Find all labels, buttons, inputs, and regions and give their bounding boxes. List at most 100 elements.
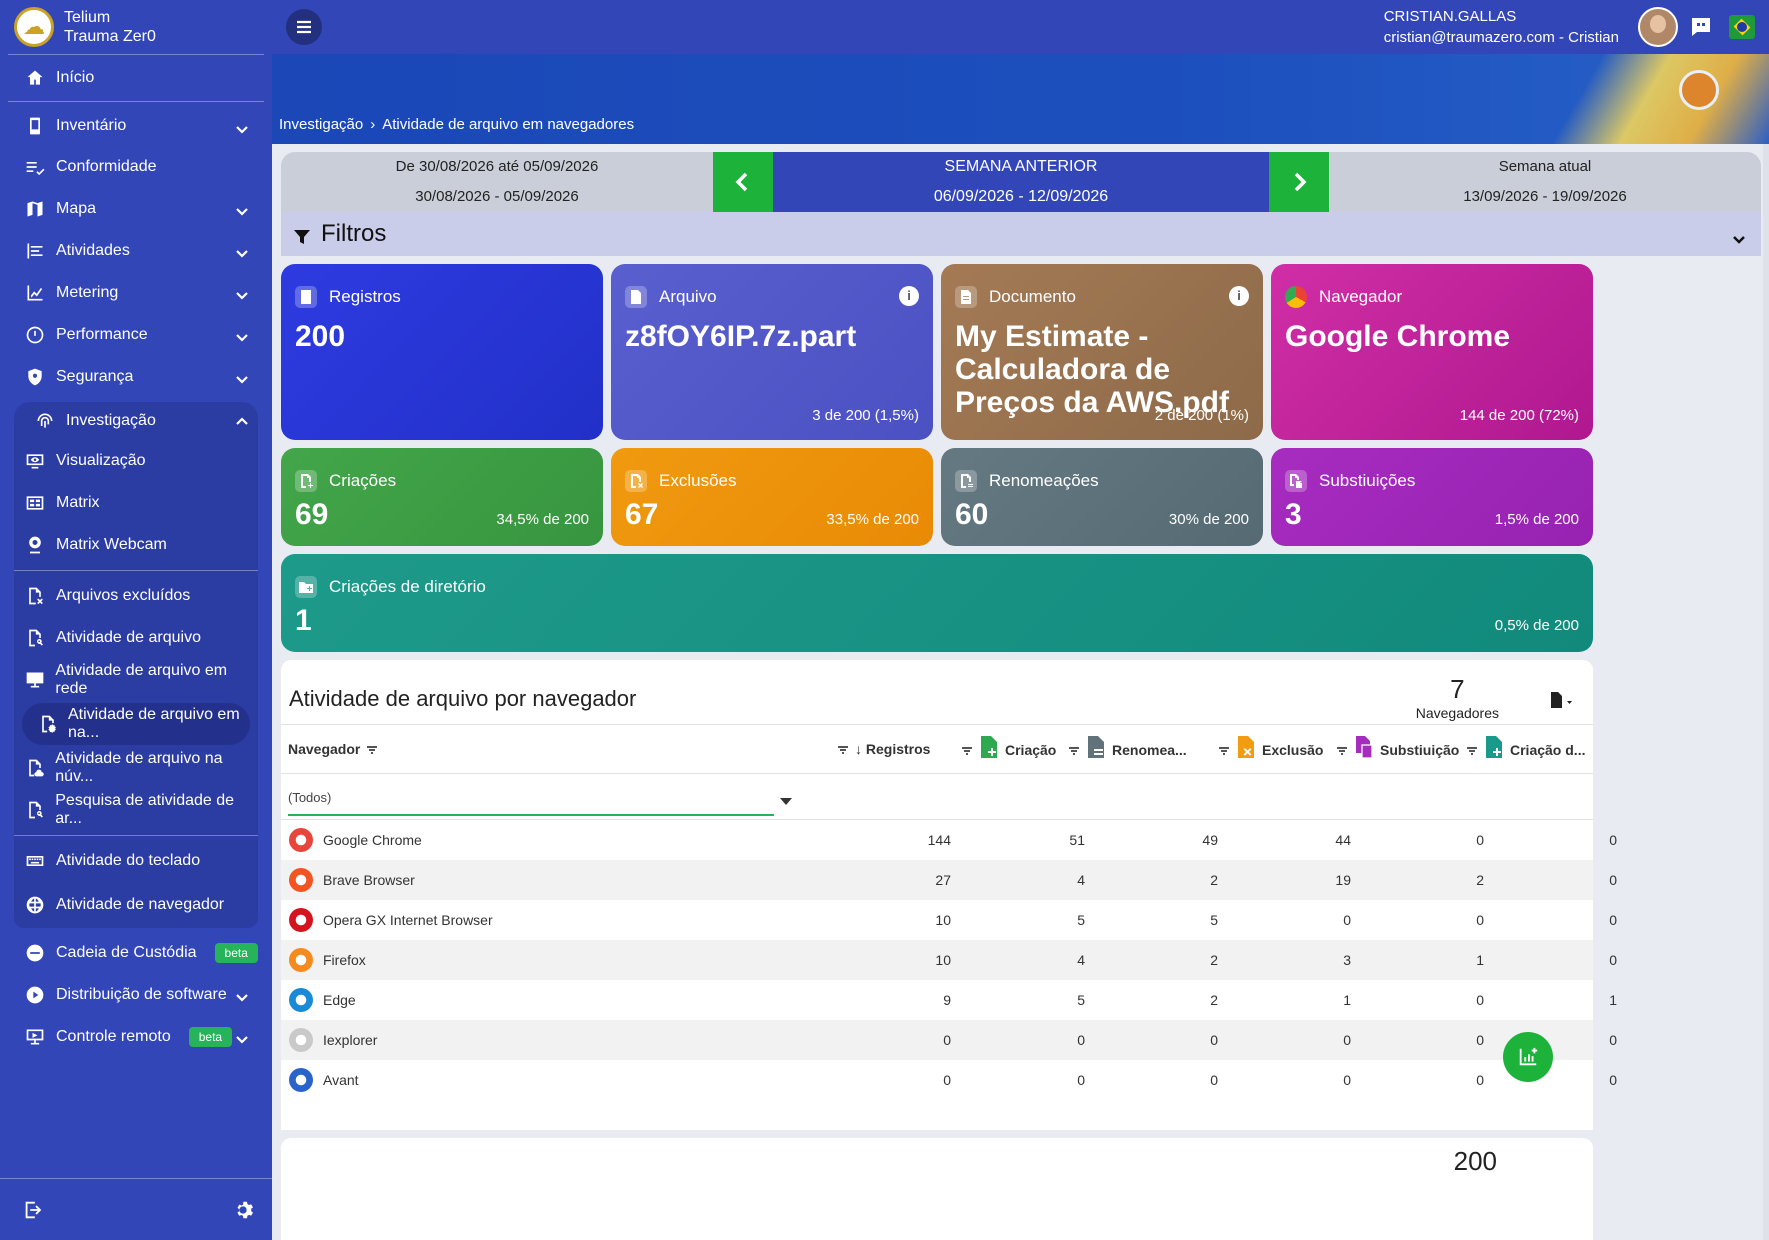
sidebar-item-atividades[interactable]: Atividades [0,230,272,272]
sidebar-item-inventario[interactable]: Inventário [0,106,272,146]
sidebar-item-inicio[interactable]: Início [0,59,272,97]
card-registros[interactable]: Registros 200 [281,264,603,440]
second-panel: 200 [281,1138,1593,1240]
filters-toggle[interactable]: Filtros [281,212,1761,256]
scrollbar[interactable] [1763,144,1769,1240]
column-criacao-diretorio[interactable]: Criação d... [1466,736,1585,759]
column-substituicao[interactable]: Substiuição [1336,736,1459,759]
chevron-right-icon [1294,172,1307,192]
chart-plus-icon [1519,1047,1538,1066]
sidebar-item-atividade-teclado[interactable]: Atividade do teclado [14,840,258,882]
table-cell: 2 [1210,872,1218,888]
breadcrumb-current: Atividade de arquivo em navegadores [382,116,635,133]
table-cell: 9 [943,992,951,1008]
sidebar-item-investigacao[interactable]: Investigação [24,402,258,440]
table-cell: 0 [943,1032,951,1048]
column-navegador[interactable]: Navegador [288,741,384,757]
export-button[interactable] [1547,690,1577,710]
table-row[interactable]: Firefox 10 4 2 3 1 0 [281,940,1617,980]
sidebar-item-seguranca[interactable]: Segurança [0,356,272,398]
table-row[interactable]: Avant 0 0 0 0 0 0 [281,1060,1617,1100]
current-week-range[interactable]: Semana atual 13/09/2026 - 19/09/2026 [1329,152,1761,212]
sidebar-item-label: Inventário [56,117,127,134]
column-exclusao[interactable]: Exclusão [1218,736,1323,759]
filter-lines-icon[interactable] [961,744,973,756]
filter-lines-icon[interactable] [1336,744,1348,756]
sidebar-item-label: Atividade de navegador [56,896,225,913]
breadcrumb-parent[interactable]: Investigação [279,116,364,133]
card-substituicoes[interactable]: Substiuições 3 1,5% de 200 [1271,448,1593,546]
brazil-flag-icon[interactable] [1729,15,1755,39]
card-value: 69 [295,498,329,531]
column-registros[interactable]: ↓ Registros [837,741,930,757]
hamburger-menu-button[interactable] [286,9,322,45]
table-cell: 0 [1077,1072,1085,1088]
previous-week-button[interactable] [713,152,773,212]
sidebar-item-conformidade[interactable]: Conformidade [0,146,272,188]
sidebar-item-label: Performance [56,326,148,343]
table-row[interactable]: Iexplorer 0 0 0 0 0 0 [281,1020,1617,1060]
table-row[interactable]: Opera GX Internet Browser 10 5 5 0 0 0 [281,900,1617,940]
table-cell: 44 [1335,832,1351,848]
map-icon [24,198,46,220]
sidebar-item-visualizacao[interactable]: Visualização [14,440,258,482]
sidebar-item-pesquisa-atividade[interactable]: Pesquisa de atividade de ar... [14,789,258,831]
filter-lines-icon[interactable] [366,743,378,755]
sidebar-item-atividade-navegador[interactable]: Atividade de navegador [14,882,258,928]
table-cell: 4 [1077,872,1085,888]
logout-icon[interactable] [22,1199,44,1221]
sidebar-item-atividade-arquivo-navegadores[interactable]: Atividade de arquivo em na... [22,703,250,745]
sidebar-item-performance[interactable]: Performance [0,314,272,356]
chevron-down-icon [234,1031,250,1047]
sidebar-item-cadeia-custodia[interactable]: Cadeia de Custódia beta [0,932,272,974]
file-plus-icon [1484,735,1504,759]
filter-lines-icon[interactable] [1466,744,1478,756]
sidebar-group-body: Visualização Matrix Matrix Webcam Arquiv… [14,440,258,928]
card-renomeacoes[interactable]: Renomeações 60 30% de 200 [941,448,1263,546]
sidebar-item-atividade-arquivo[interactable]: Atividade de arquivo [14,617,258,659]
gear-icon[interactable] [232,1199,254,1221]
card-criacoes-diretorio[interactable]: Criações de diretório 1 0,5% de 200 [281,554,1593,652]
column-criacao[interactable]: Criação [961,736,1056,759]
table-row[interactable]: Edge 9 5 2 1 0 1 [281,980,1617,1020]
feedback-icon[interactable] [1689,15,1713,39]
avatar[interactable] [1638,7,1678,47]
sidebar-item-atividade-arquivo-nuvem[interactable]: Atividade de arquivo na núv... [14,747,258,789]
table-cell: 1 [1609,992,1617,1008]
info-icon[interactable]: i [1229,286,1249,306]
sidebar-item-arquivos-excluidos[interactable]: Arquivos excluídos [14,575,258,617]
add-chart-button[interactable] [1503,1032,1553,1082]
sidebar-item-metering[interactable]: Metering [0,272,272,314]
sidebar-item-label: Matrix [56,494,100,511]
card-arquivo[interactable]: Arquivo i z8fOY6IP.7z.part 3 de 200 (1,5… [611,264,933,440]
sidebar-item-atividade-arquivo-rede[interactable]: Atividade de arquivo em rede [14,659,258,701]
sidebar-item-mapa[interactable]: Mapa [0,188,272,230]
card-criacoes[interactable]: Criações 69 34,5% de 200 [281,448,603,546]
chevron-down-icon [234,371,250,387]
card-exclusoes[interactable]: Exclusões 67 33,5% de 200 [611,448,933,546]
column-renomeacao[interactable]: Renomea... [1068,736,1187,759]
file-icon [625,286,647,308]
browser-filter-select[interactable]: (Todos) [288,784,792,816]
filter-lines-icon[interactable] [1068,744,1080,756]
next-week-button[interactable] [1269,152,1329,212]
sidebar-item-distribuicao-software[interactable]: Distribuição de software [0,974,272,1016]
previous-week-range[interactable]: De 30/08/2026 até 05/09/2026 30/08/2026 … [281,152,713,212]
user-info[interactable]: CRISTIAN.GALLAS cristian@traumazero.com … [1384,6,1619,48]
sidebar-item-controle-remoto[interactable]: Controle remoto beta [0,1016,272,1058]
sidebar-item-matrix-webcam[interactable]: Matrix Webcam [14,524,258,566]
sidebar-item-matrix[interactable]: Matrix [14,482,258,524]
card-value: 200 [295,320,346,353]
info-icon[interactable]: i [899,286,919,306]
filter-lines-icon[interactable] [1218,744,1230,756]
filter-icon [293,225,311,244]
table-row[interactable]: Google Chrome 144 51 49 44 0 0 [281,820,1617,860]
card-navegador[interactable]: Navegador Google Chrome 144 de 200 (72%) [1271,264,1593,440]
breadcrumb: Investigação › Atividade de arquivo em nav… [279,116,634,133]
card-documento[interactable]: Documento i My Estimate - Calculadora de… [941,264,1263,440]
sidebar-item-label: Início [56,69,95,86]
brand[interactable]: ☁ Telium Trauma Zer0 [0,0,272,54]
table-cell: 49 [1202,832,1218,848]
filter-lines-icon[interactable] [837,743,849,755]
table-row[interactable]: Brave Browser 27 4 2 19 2 0 [281,860,1617,900]
